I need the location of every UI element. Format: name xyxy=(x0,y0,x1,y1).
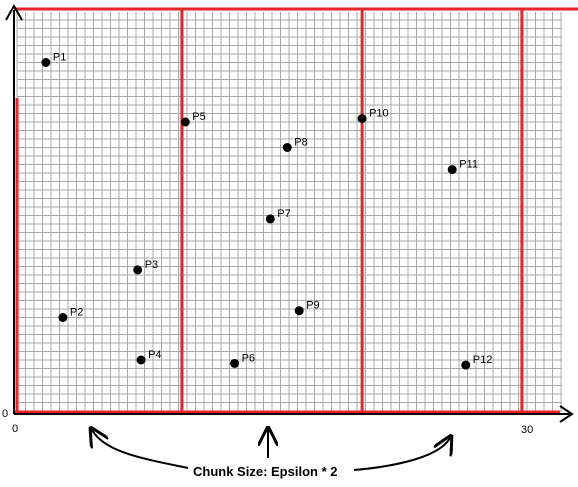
chunk-size-caption: Chunk Size: Epsilon * 2 xyxy=(193,464,337,479)
point-label: P8 xyxy=(294,137,307,149)
x-max-label: 30 xyxy=(521,424,533,436)
grid xyxy=(16,12,562,412)
points: P1 P2 P3 P4 P5 P6 P7 P8 P9 P10 P11 P12 xyxy=(41,52,492,370)
y-origin-label: 0 xyxy=(2,408,8,420)
chunk-boundaries xyxy=(14,7,578,414)
arrow-right xyxy=(353,438,450,471)
point-p11 xyxy=(447,165,457,175)
point-label: P7 xyxy=(277,208,290,220)
point-label: P5 xyxy=(192,111,205,123)
point-p10 xyxy=(357,114,367,124)
point-p7 xyxy=(265,214,275,224)
point-p2 xyxy=(58,313,68,322)
point-label: P9 xyxy=(306,300,319,312)
point-p6 xyxy=(230,358,240,368)
point-p8 xyxy=(282,143,292,152)
point-label: P2 xyxy=(70,307,83,319)
point-p1 xyxy=(41,58,51,67)
point-p5 xyxy=(180,117,190,127)
point-label: P11 xyxy=(459,159,478,171)
point-label: P6 xyxy=(242,352,255,364)
point-label: P12 xyxy=(473,354,493,366)
y-axis-arrow-icon xyxy=(5,3,23,21)
x-min-label: 0 xyxy=(12,423,18,435)
point-p4 xyxy=(136,355,146,365)
point-label: P1 xyxy=(53,52,66,64)
point-label: P3 xyxy=(145,259,158,271)
point-label: P4 xyxy=(148,349,161,361)
point-label: P10 xyxy=(369,108,389,120)
point-p9 xyxy=(294,306,304,316)
x-axis-arrow-icon xyxy=(559,405,574,423)
point-p12 xyxy=(461,360,471,370)
point-p3 xyxy=(133,265,143,275)
arrow-left xyxy=(92,430,189,469)
